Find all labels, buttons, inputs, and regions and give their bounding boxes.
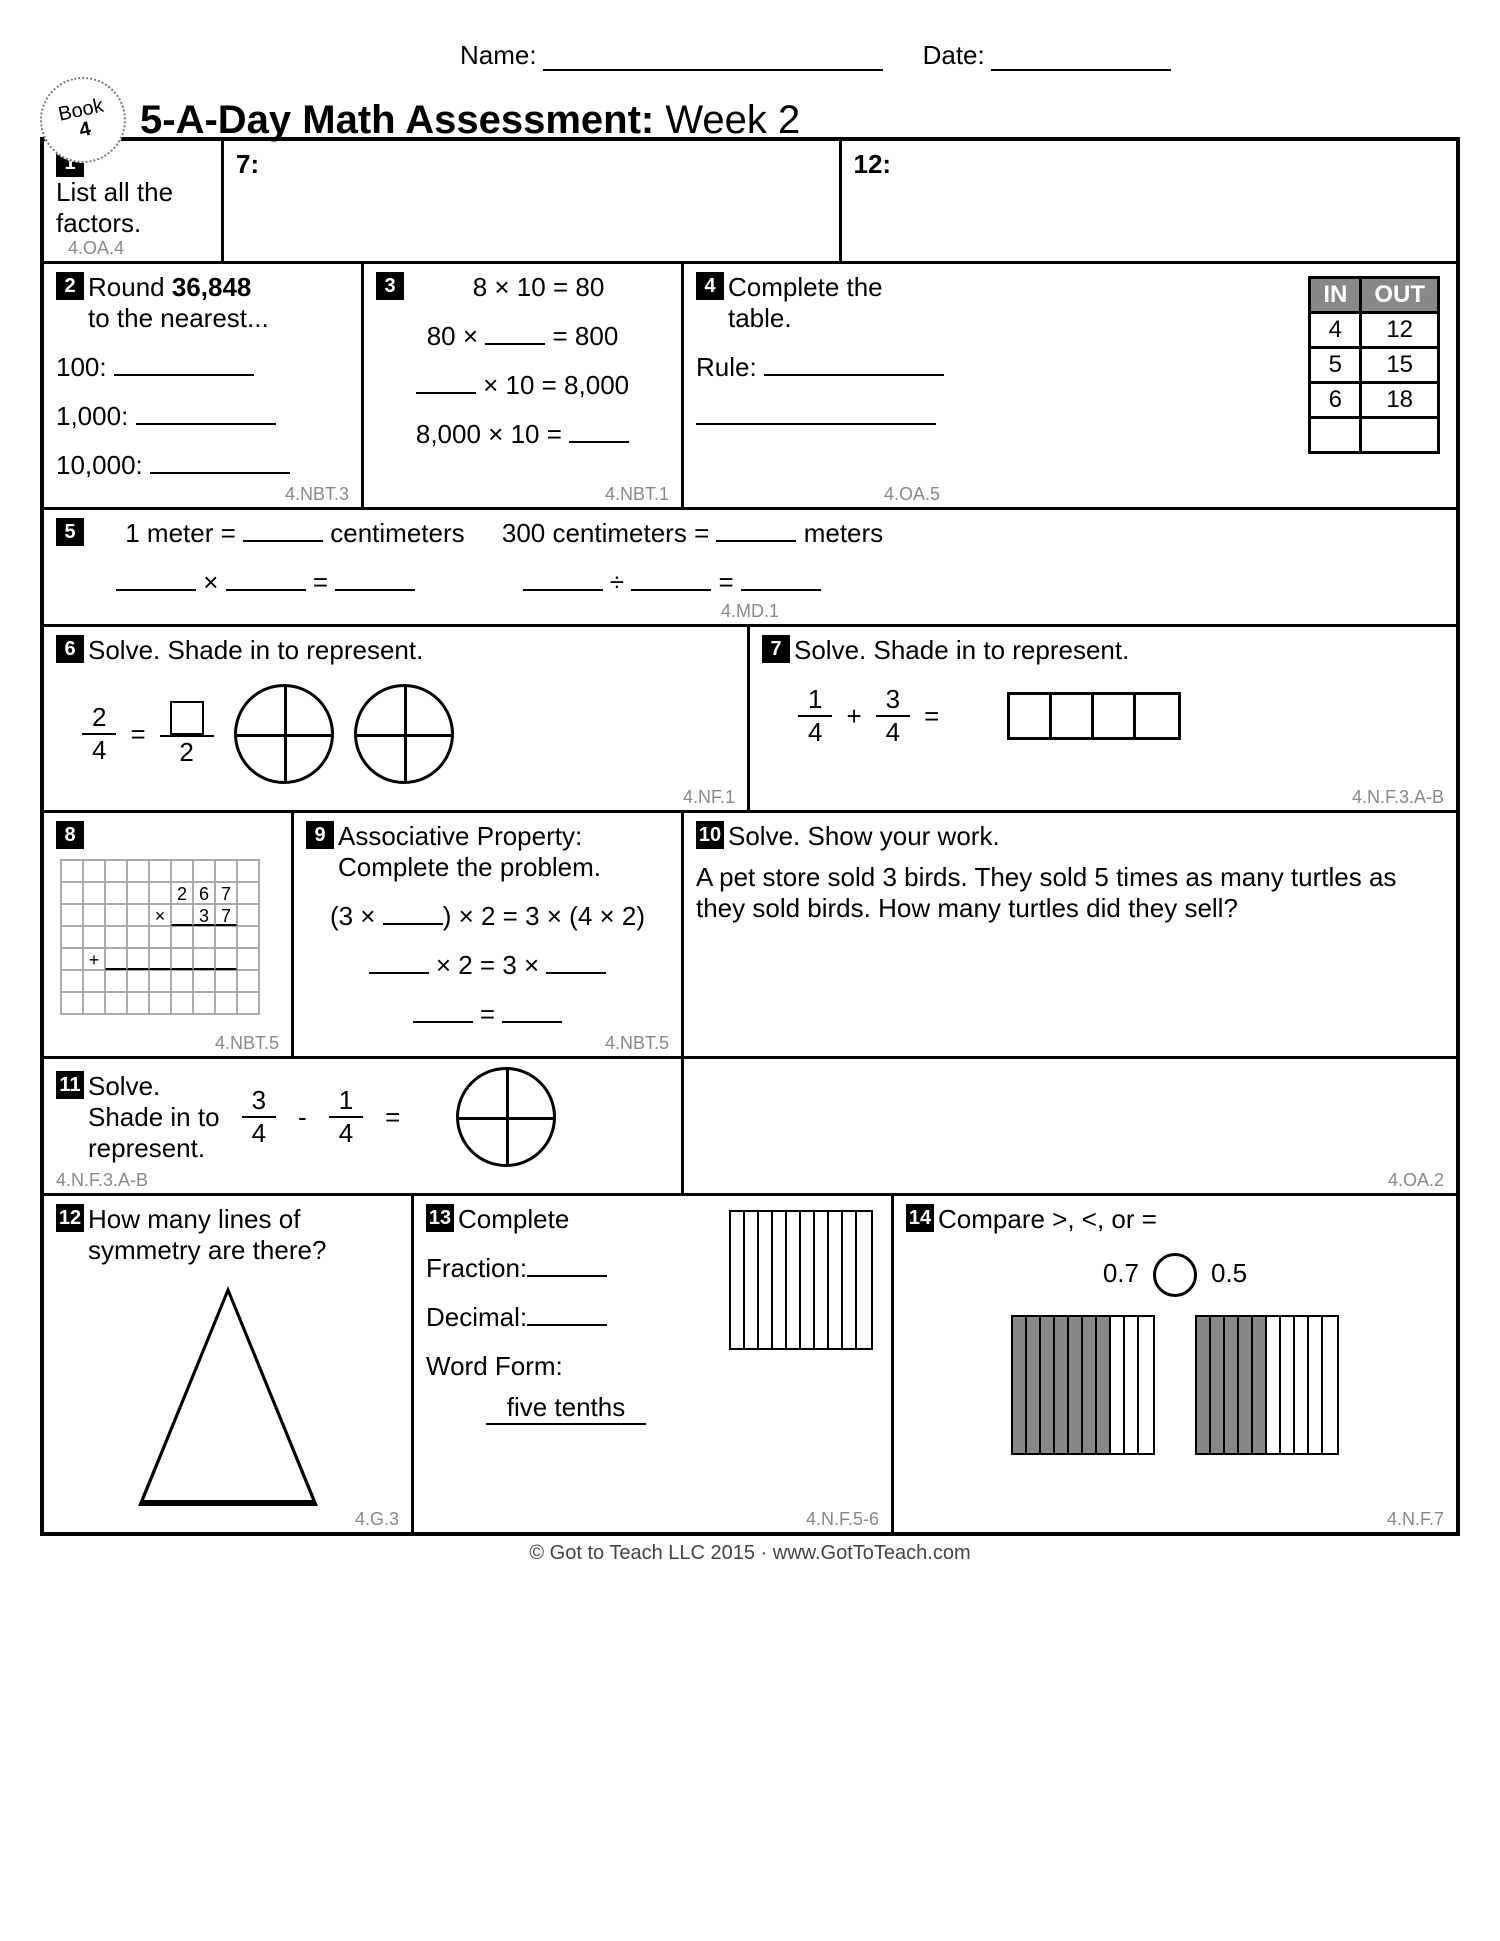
q13-number: 13 [426,1204,454,1232]
q5-standard: 4.MD.1 [721,601,779,622]
q2-number: 2 [56,272,84,300]
q14-number: 14 [906,1204,934,1232]
tenths-model-5-icon [1195,1315,1339,1455]
q11-cell[interactable]: 11Solve. Shade in to represent. 34 - 14 … [44,1056,684,1193]
date-label: Date: [923,40,985,71]
q11-standard: 4.N.F.3.A-B [56,1170,148,1191]
q7-number: 7 [762,635,790,663]
q4-cell[interactable]: INOUT 412 515 618 4Complete the table. R… [684,264,1456,507]
compare-circle-icon[interactable] [1153,1253,1197,1297]
q10-cell[interactable]: 10Solve. Show your work. A pet store sol… [684,813,1456,1056]
q14-cell[interactable]: 14Compare >, <, or = 0.70.5 4.N.F.7 [894,1196,1456,1532]
q14-standard: 4.N.F.7 [1387,1509,1444,1530]
q3-number: 3 [376,272,404,300]
q6-standard: 4.NF.1 [683,787,735,808]
q10-work-area[interactable]: 4.OA.2 [684,1056,1456,1193]
q2-cell[interactable]: 2Round 36,848 to the nearest... 100: 1,0… [44,264,364,507]
q6-cell[interactable]: 6Solve. Shade in to represent. 24 = 2 4.… [44,627,750,810]
q9-standard: 4.NBT.5 [605,1033,669,1054]
name-field[interactable]: Name: [460,40,883,71]
q1-answer-7[interactable]: 7: [224,141,842,261]
q10-body: A pet store sold 3 birds. They sold 5 ti… [696,862,1444,924]
fraction-circle-icon [354,684,454,784]
q7-standard: 4.N.F.3.A-B [1352,787,1444,808]
q6-number: 6 [56,635,84,663]
fraction-circle-icon [234,684,334,784]
q10-standard: 4.OA.2 [1388,1170,1444,1191]
q12-cell[interactable]: 12How many lines of symmetry are there? … [44,1196,414,1532]
q1-standard: 4.OA.4 [68,238,124,259]
worksheet: Name: Date: Book4 5-A-Day Math Assessmen… [40,40,1460,1565]
q13-cell[interactable]: 13Complete Fraction: Decimal: Word Form:… [414,1196,894,1532]
q8-standard: 4.NBT.5 [215,1033,279,1054]
problem-grid: 1List all the factors. 4.OA.4 7: 12: 2Ro… [40,137,1460,1536]
q5-number: 5 [56,518,84,546]
triangle-icon [138,1286,318,1506]
tenths-model-icon [729,1210,873,1350]
q4-standard: 4.OA.5 [884,484,940,505]
date-field[interactable]: Date: [923,40,1171,71]
page-title: 5-A-Day Math Assessment: Week 2 [140,98,800,143]
q5-cell[interactable]: 5 1 meter = centimeters 300 centimeters … [44,510,1456,624]
multiplication-grid: 267 ×37 + [60,859,260,1015]
q12-number: 12 [56,1204,84,1232]
q1-answer-12[interactable]: 12: [842,141,1457,261]
q7-cell[interactable]: 7Solve. Shade in to represent. 14 + 34 =… [750,627,1456,810]
q10-number: 10 [696,821,724,849]
fraction-circle-icon [456,1067,556,1167]
q8-number: 8 [56,821,84,849]
q11-number: 11 [56,1071,84,1099]
q4-number: 4 [696,272,724,300]
q3-standard: 4.NBT.1 [605,484,669,505]
fraction-bar-icon [1007,692,1181,740]
in-out-table: INOUT 412 515 618 [1308,276,1440,454]
q9-cell[interactable]: 9Associative Property: Complete the prob… [294,813,684,1056]
q2-standard: 4.NBT.3 [285,484,349,505]
q12-standard: 4.G.3 [355,1509,399,1530]
q1-prompt: List all the factors. [56,177,186,239]
header-fields: Name: Date: [460,40,1460,71]
q3-cell[interactable]: 3 8 × 10 = 80 80 × = 800 × 10 = 8,000 8,… [364,264,684,507]
tenths-model-7-icon [1011,1315,1155,1455]
q8-cell[interactable]: 8 267 ×37 + 4.NBT.5 [44,813,294,1056]
q13-standard: 4.N.F.5-6 [806,1509,879,1530]
q9-number: 9 [306,821,334,849]
footer: © Got to Teach LLC 2015 · www.GotToTeach… [40,1542,1460,1565]
name-label: Name: [460,40,537,71]
